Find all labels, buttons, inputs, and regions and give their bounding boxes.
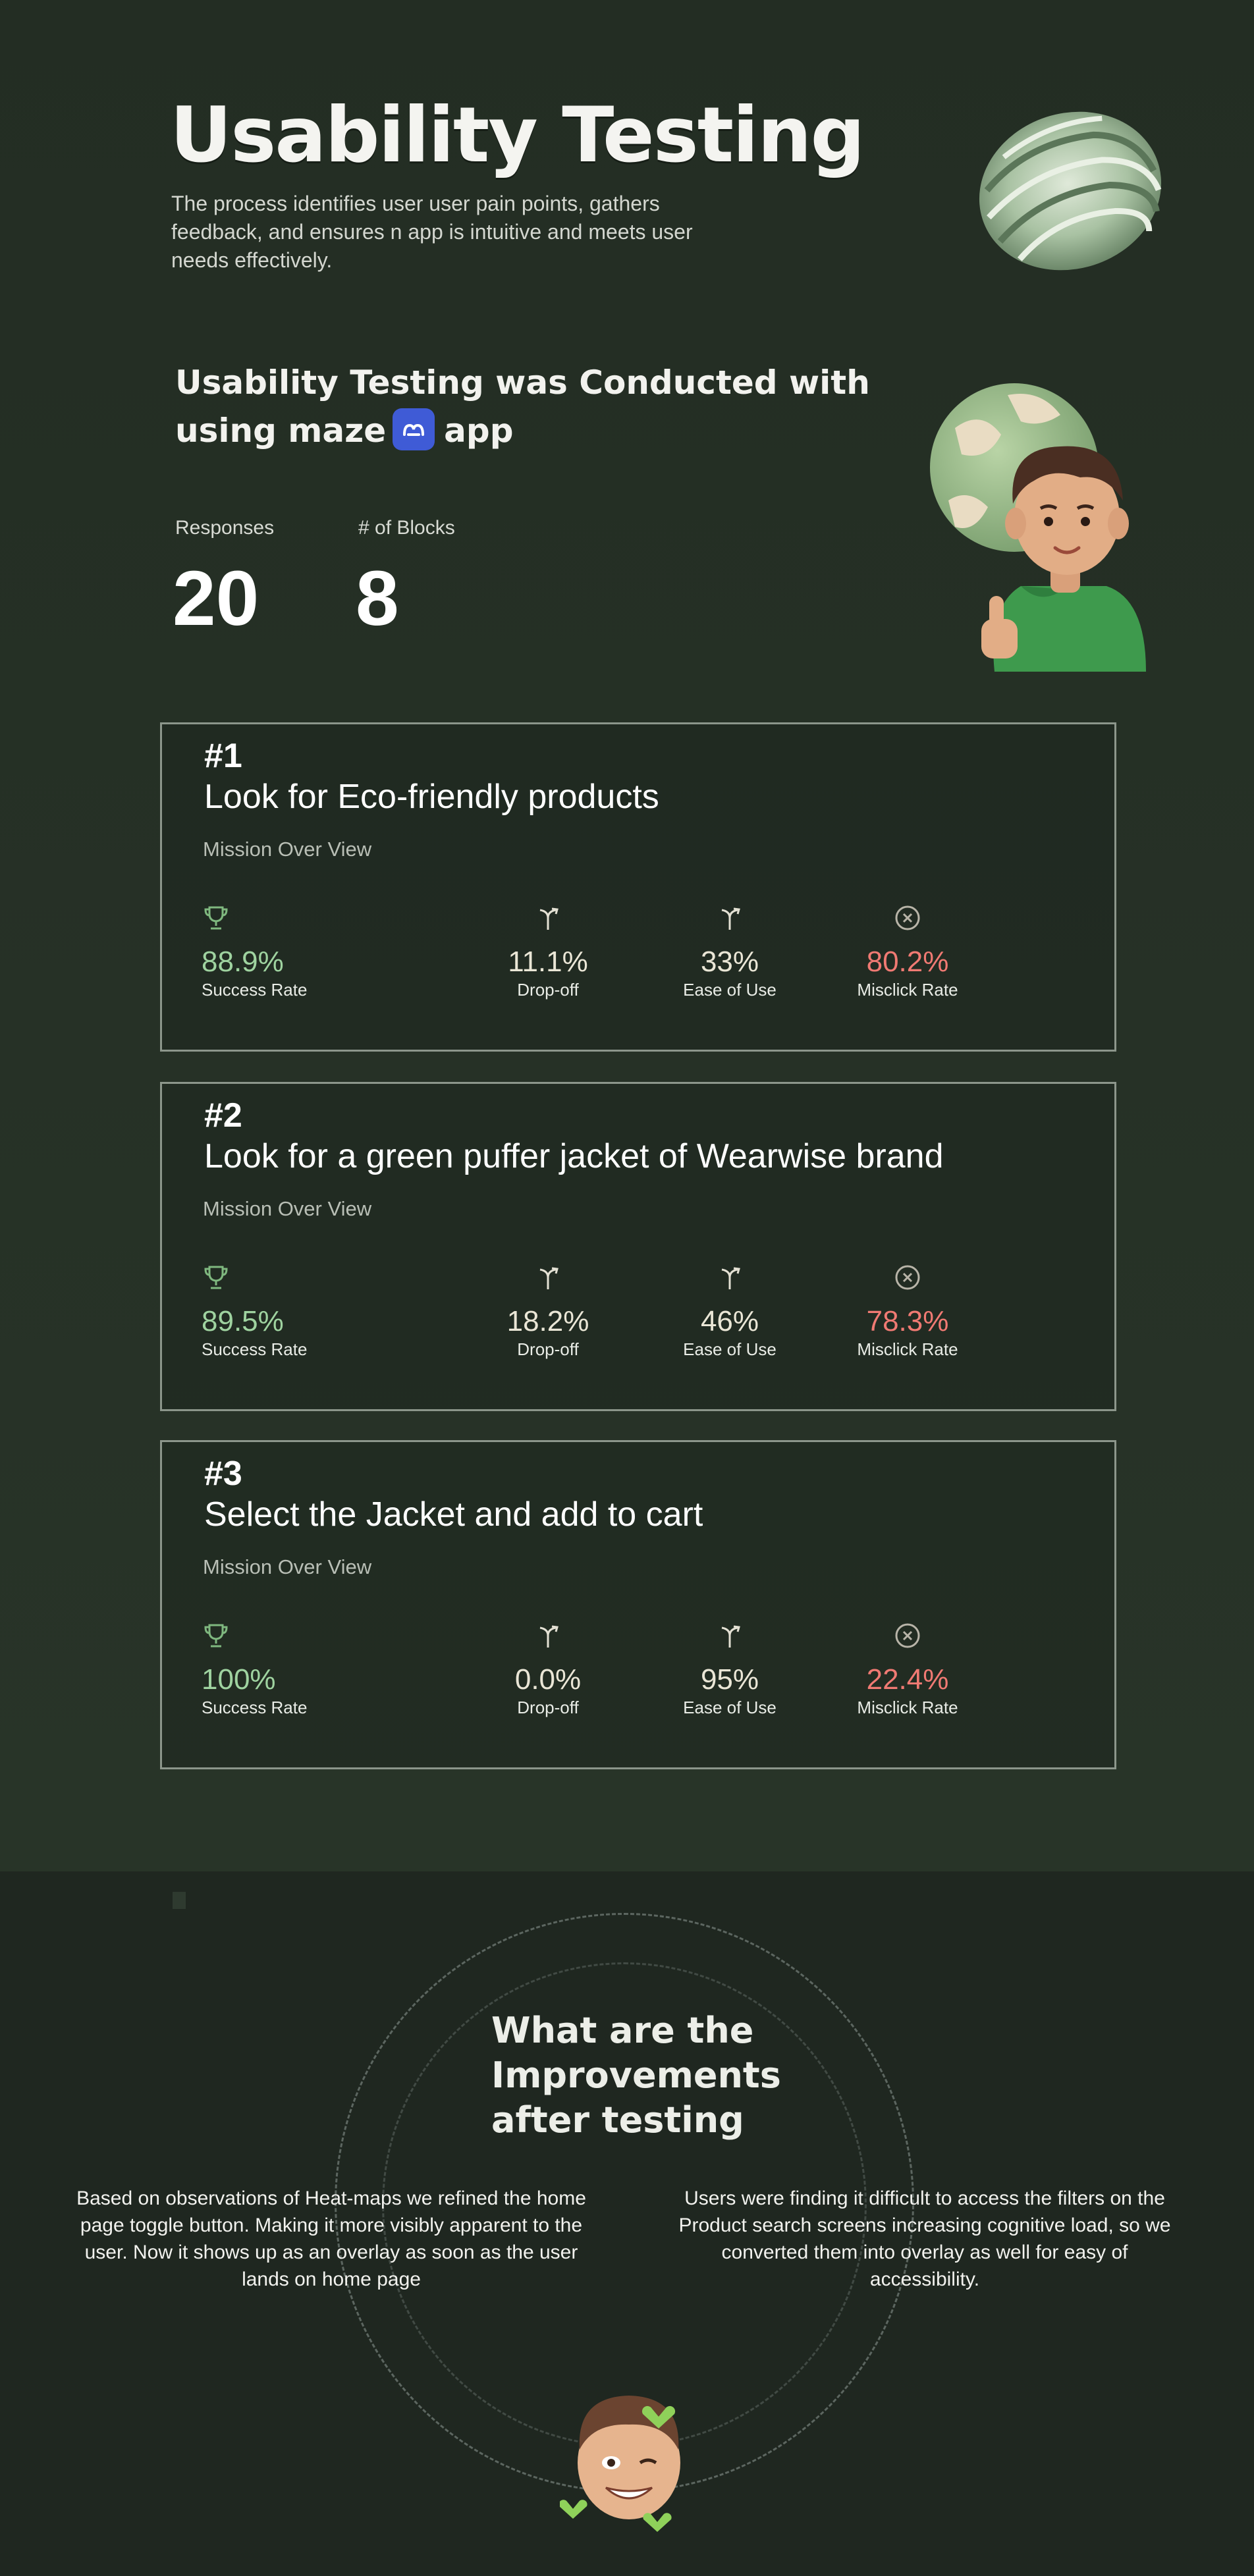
responses-label: Responses [175,517,275,539]
split-arrow-icon [539,1625,559,1648]
success-rate-label: Success Rate [202,1339,308,1359]
success-rate-metric: 100% Success Rate [202,1621,373,1718]
trophy-icon [204,906,228,930]
mission-overview-label: Mission Over View [203,1555,372,1578]
ease-of-use-metric: 46% Ease of Use [657,1263,802,1360]
dropoff-metric: 11.1% Drop-off [482,903,614,1000]
mission-number: #3 [204,1455,242,1493]
success-rate-metric: 88.9% Success Rate [202,903,373,1000]
trophy-icon [204,1266,228,1289]
improvements-title-line-3: after testing [491,2099,744,2141]
mission-title: Look for a green puffer jacket of Wearwi… [204,1137,944,1175]
ease-of-use-metric: 33% Ease of Use [657,903,802,1000]
memoji-avatar-image [560,2396,680,2532]
mission-overview-label: Mission Over View [203,1197,372,1220]
shell-sculpture-image [979,111,1162,271]
improvement-right-text: Users were finding it difficult to acces… [678,2187,1171,2290]
misclick-value: 78.3% [866,1305,949,1337]
ease-of-use-metric: 95% Ease of Use [657,1621,802,1718]
mission-number: #1 [204,737,242,775]
intro-text: The process identifies user user pain po… [171,192,693,272]
conducted-line-1: Usability Testing was Conducted with [175,363,870,402]
ease-of-use-label: Ease of Use [683,980,777,1000]
split-arrow-icon [539,1267,559,1289]
maze-logo-icon [393,408,435,450]
ease-of-use-label: Ease of Use [683,1698,777,1717]
mission-card-1: #1 Look for Eco-friendly products Missio… [160,722,1116,1052]
page-title: Usability Testing [170,91,865,180]
ease-of-use-value: 95% [700,1663,759,1696]
dropoff-value: 11.1% [508,946,588,978]
mission-overview-label: Mission Over View [203,838,372,861]
dropoff-value: 0.0% [514,1663,582,1696]
conducted-line-2-end: app [444,412,514,450]
misclick-metric: 22.4% Misclick Rate [835,1621,980,1718]
success-rate-label: Success Rate [202,1698,308,1717]
improvements-title-line-2: Improvements [491,2054,781,2096]
success-rate-value: 89.5% [202,1305,284,1337]
mission-card-2: #2 Look for a green puffer jacket of Wea… [160,1082,1116,1411]
misclick-value: 22.4% [866,1663,949,1696]
trophy-icon [204,1624,228,1648]
blocks-label: # of Blocks [358,517,455,539]
improvements-title-line-1: What are the [491,2010,754,2051]
dropoff-value: 18.2% [506,1305,589,1337]
responses-value: 20 [173,555,259,642]
x-circle-icon [895,1265,920,1290]
x-circle-icon [895,1623,920,1648]
split-arrow-icon [721,907,740,930]
success-rate-label: Success Rate [202,980,308,1000]
misclick-metric: 78.3% Misclick Rate [835,1263,980,1360]
ease-of-use-label: Ease of Use [683,1339,777,1359]
blocks-value: 8 [356,555,399,642]
misclick-label: Misclick Rate [857,980,958,1000]
improvements-title: What are the Improvements after testing [491,2008,834,2143]
misclick-label: Misclick Rate [857,1698,958,1717]
misclick-label: Misclick Rate [857,1339,958,1359]
dropoff-metric: 18.2% Drop-off [482,1263,614,1360]
dropoff-label: Drop-off [517,1698,579,1717]
thumbs-up-avatar-image [930,383,1146,672]
conducted-line-2-start: using maze [175,412,387,450]
misclick-metric: 80.2% Misclick Rate [835,903,980,1000]
success-rate-value: 100% [202,1663,276,1696]
success-rate-value: 88.9% [202,946,284,978]
dropoff-label: Drop-off [517,1339,579,1359]
ease-of-use-value: 33% [700,946,759,978]
success-rate-metric: 89.5% Success Rate [202,1263,373,1360]
conducted-line-2: using maze app [175,407,834,455]
ease-of-use-value: 46% [700,1305,759,1337]
x-circle-icon [895,905,920,930]
mission-title: Select the Jacket and add to cart [204,1495,703,1534]
split-arrow-icon [539,907,559,930]
dropoff-label: Drop-off [517,980,579,1000]
mission-card-3: #3 Select the Jacket and add to cart Mis… [160,1440,1116,1769]
dropoff-metric: 0.0% Drop-off [482,1621,614,1718]
misclick-value: 80.2% [866,946,949,978]
improvement-left-text: Based on observations of Heat-maps we re… [76,2187,586,2290]
split-arrow-icon [721,1625,740,1648]
decorative-mark [173,1892,186,1909]
mission-title: Look for Eco-friendly products [204,778,659,816]
conducted-heading: Usability Testing was Conducted with usi… [175,359,870,455]
split-arrow-icon [721,1267,740,1289]
mission-number: #2 [204,1096,242,1135]
